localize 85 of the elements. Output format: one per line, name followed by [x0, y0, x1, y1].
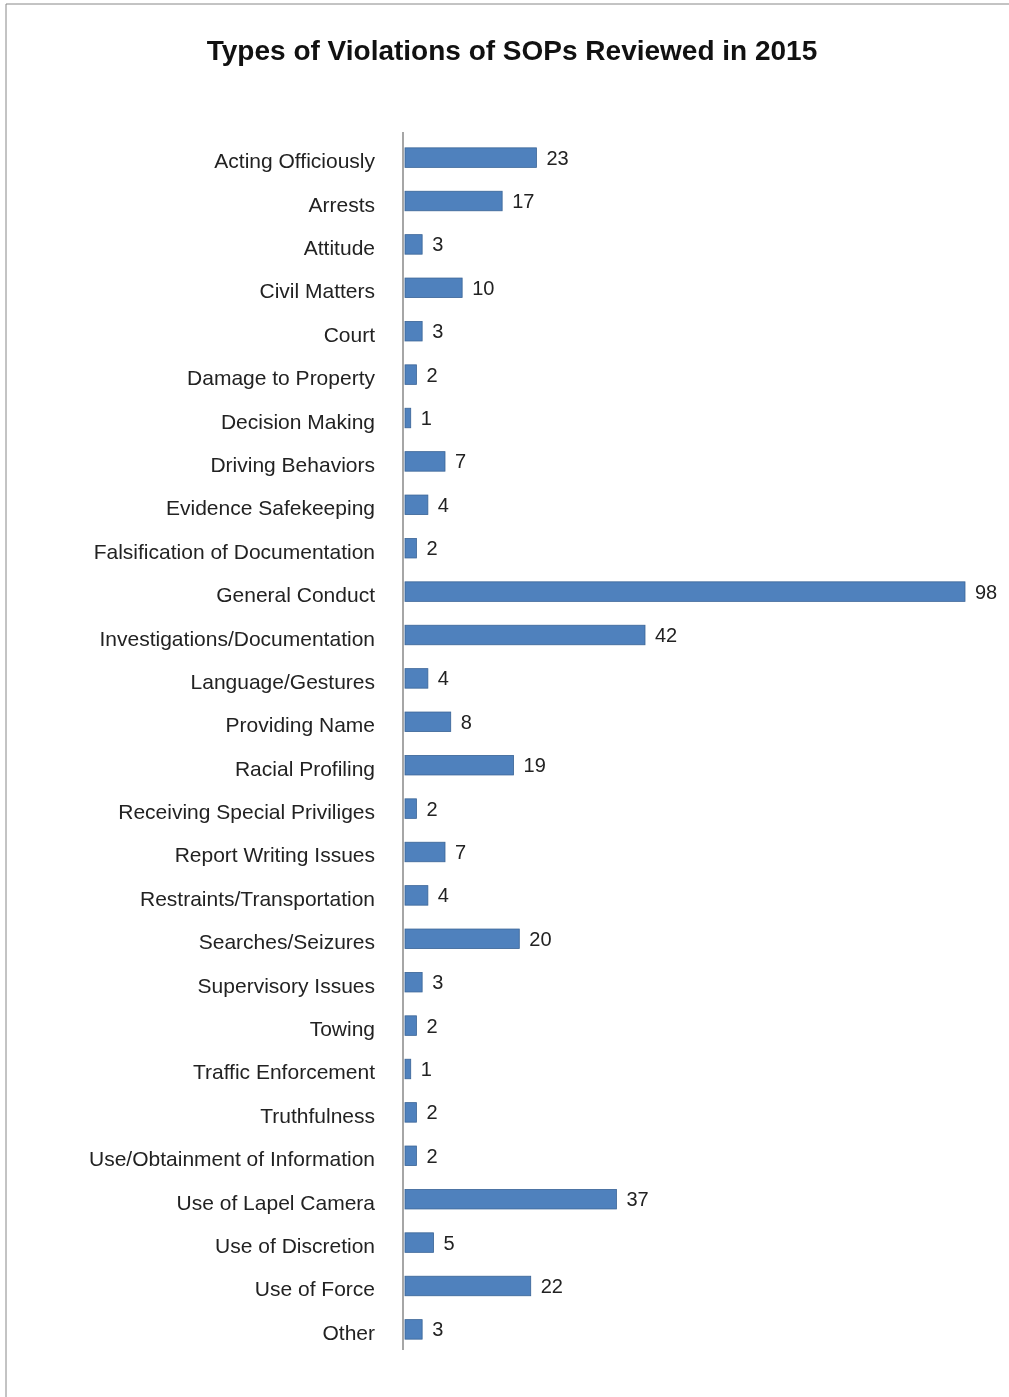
bar	[404, 1275, 532, 1297]
bar	[404, 1102, 417, 1123]
y-tick-label: General Conduct	[216, 583, 376, 607]
y-tick-label: Driving Behaviors	[210, 452, 375, 476]
data-label: 1	[420, 407, 432, 430]
bar	[404, 841, 446, 863]
y-tick-label: Traffic Enforcement	[192, 1060, 376, 1084]
data-label: 4	[437, 884, 449, 907]
y-tick-label: Use/Obtainment of Information	[89, 1147, 375, 1171]
y-tick-label: Evidence Safekeeping	[166, 496, 375, 520]
bar	[404, 711, 452, 732]
data-label: 2	[426, 1101, 438, 1124]
bar	[404, 147, 537, 168]
bar	[404, 1015, 417, 1036]
bar	[404, 668, 429, 689]
y-tick-label: Use of Discretion	[215, 1234, 375, 1258]
data-label: 22	[540, 1274, 563, 1297]
y-tick-label: Other	[322, 1320, 375, 1344]
data-label: 3	[432, 971, 444, 994]
bar	[404, 234, 423, 255]
bar	[404, 407, 412, 429]
y-tick-label: Damage to Property	[187, 366, 376, 390]
data-label: 3	[432, 1318, 444, 1341]
y-tick-label: Use of Lapel Camera	[176, 1190, 376, 1214]
y-tick-label: Acting Officiously	[214, 149, 376, 173]
y-tick-label: Towing	[309, 1017, 375, 1041]
bar	[404, 1232, 434, 1253]
y-tick-label: Truthfulness	[260, 1103, 375, 1127]
y-tick-label: Racial Profiling	[234, 756, 375, 780]
bar	[404, 538, 417, 559]
data-label: 4	[437, 667, 449, 690]
bar	[404, 277, 463, 298]
y-tick-label: Attitude	[303, 235, 375, 259]
chart-title: Types of Violations of SOPs Reviewed in 2015	[206, 34, 818, 66]
bar	[404, 364, 417, 385]
y-tick-label: Language/Gestures	[190, 669, 375, 693]
bar	[404, 798, 417, 819]
data-label: 7	[455, 841, 467, 863]
y-tick-label: Supervisory Issues	[197, 973, 375, 997]
bar	[404, 494, 429, 515]
y-tick-label: Report Writing Issues	[174, 843, 375, 867]
data-label: 3	[432, 320, 444, 343]
data-label: 2	[426, 1144, 438, 1167]
data-label: 2	[426, 1014, 438, 1037]
y-tick-label: Arrests	[308, 192, 375, 216]
y-tick-label: Court	[323, 322, 376, 346]
data-label: 8	[460, 710, 472, 733]
y-tick-label: Investigations/Documentation	[99, 626, 375, 650]
data-label: 17	[512, 190, 535, 213]
y-tick-label: Use of Force	[254, 1277, 375, 1301]
data-label: 19	[523, 754, 546, 777]
data-label: 3	[432, 233, 444, 256]
y-tick-label: Decision Making	[220, 409, 375, 433]
data-label: 42	[655, 624, 678, 646]
y-tick-label: Restraints/Transportation	[140, 886, 375, 910]
bar	[404, 928, 520, 949]
data-label: 10	[472, 276, 495, 299]
y-tick-label: Providing Name	[225, 713, 375, 737]
data-label: 20	[529, 927, 552, 950]
data-label: 37	[626, 1188, 649, 1211]
data-label: 7	[455, 450, 467, 473]
bar	[404, 451, 446, 472]
bar	[404, 1319, 423, 1340]
data-label: 4	[437, 493, 449, 516]
bar	[404, 190, 503, 212]
bar	[404, 972, 423, 993]
data-label: 2	[426, 537, 438, 560]
data-label: 2	[426, 797, 438, 820]
data-label: 1	[420, 1057, 432, 1080]
bar	[404, 1189, 617, 1210]
data-label: 23	[546, 146, 569, 169]
bar	[404, 624, 646, 646]
data-label: 98	[975, 580, 998, 603]
bar	[404, 581, 966, 602]
y-tick-label: Falsification of Documentation	[93, 539, 375, 563]
bar	[404, 321, 423, 342]
bar	[404, 1058, 412, 1080]
data-label: 2	[426, 363, 438, 386]
bar	[404, 885, 429, 906]
y-tick-label: Civil Matters	[259, 279, 375, 303]
y-tick-label: Receiving Special Priviliges	[118, 800, 375, 824]
data-label: 5	[443, 1231, 455, 1254]
y-tick-label: Searches/Seizures	[198, 930, 375, 954]
bar	[404, 1145, 417, 1166]
bar	[404, 755, 514, 776]
